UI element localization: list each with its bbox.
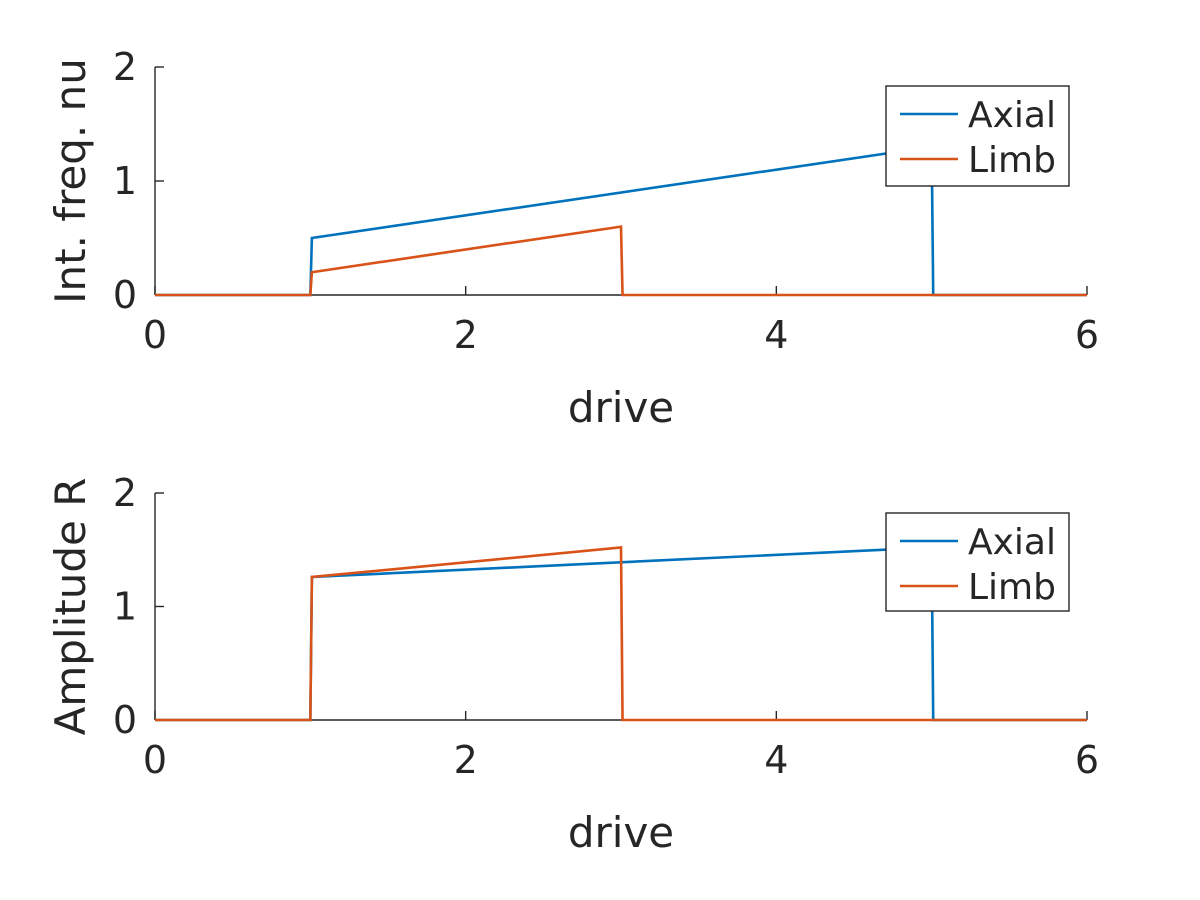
y-axis-label: Int. freq. nu [46,58,95,304]
y-axis-label: Amplitude R [46,478,95,736]
legend-label: Axial [968,95,1056,136]
legend-label: Axial [968,522,1056,563]
legend-label: Limb [968,567,1056,608]
x-tick-label: 4 [764,738,788,782]
x-tick-label: 2 [454,738,478,782]
x-tick-label: 2 [454,313,478,357]
x-tick-label: 6 [1075,738,1099,782]
x-axis-label: drive [568,383,674,432]
series-line-limb [155,546,1087,722]
y-tick-label: 2 [113,45,137,89]
y-tick-label: 0 [113,273,137,317]
x-tick-label: 0 [143,738,167,782]
y-tick-label: 0 [113,698,137,742]
legend-box [885,512,1070,612]
y-tick-label: 1 [113,585,137,629]
x-tick-label: 0 [143,313,167,357]
legend-label: Limb [968,140,1056,181]
y-tick-label: 2 [113,471,137,515]
x-tick-label: 4 [764,313,788,357]
x-axis-label: drive [568,808,674,857]
x-tick-label: 6 [1075,313,1099,357]
legend-box [885,85,1070,187]
y-tick-label: 1 [113,159,137,203]
series-line-limb [155,225,1087,297]
